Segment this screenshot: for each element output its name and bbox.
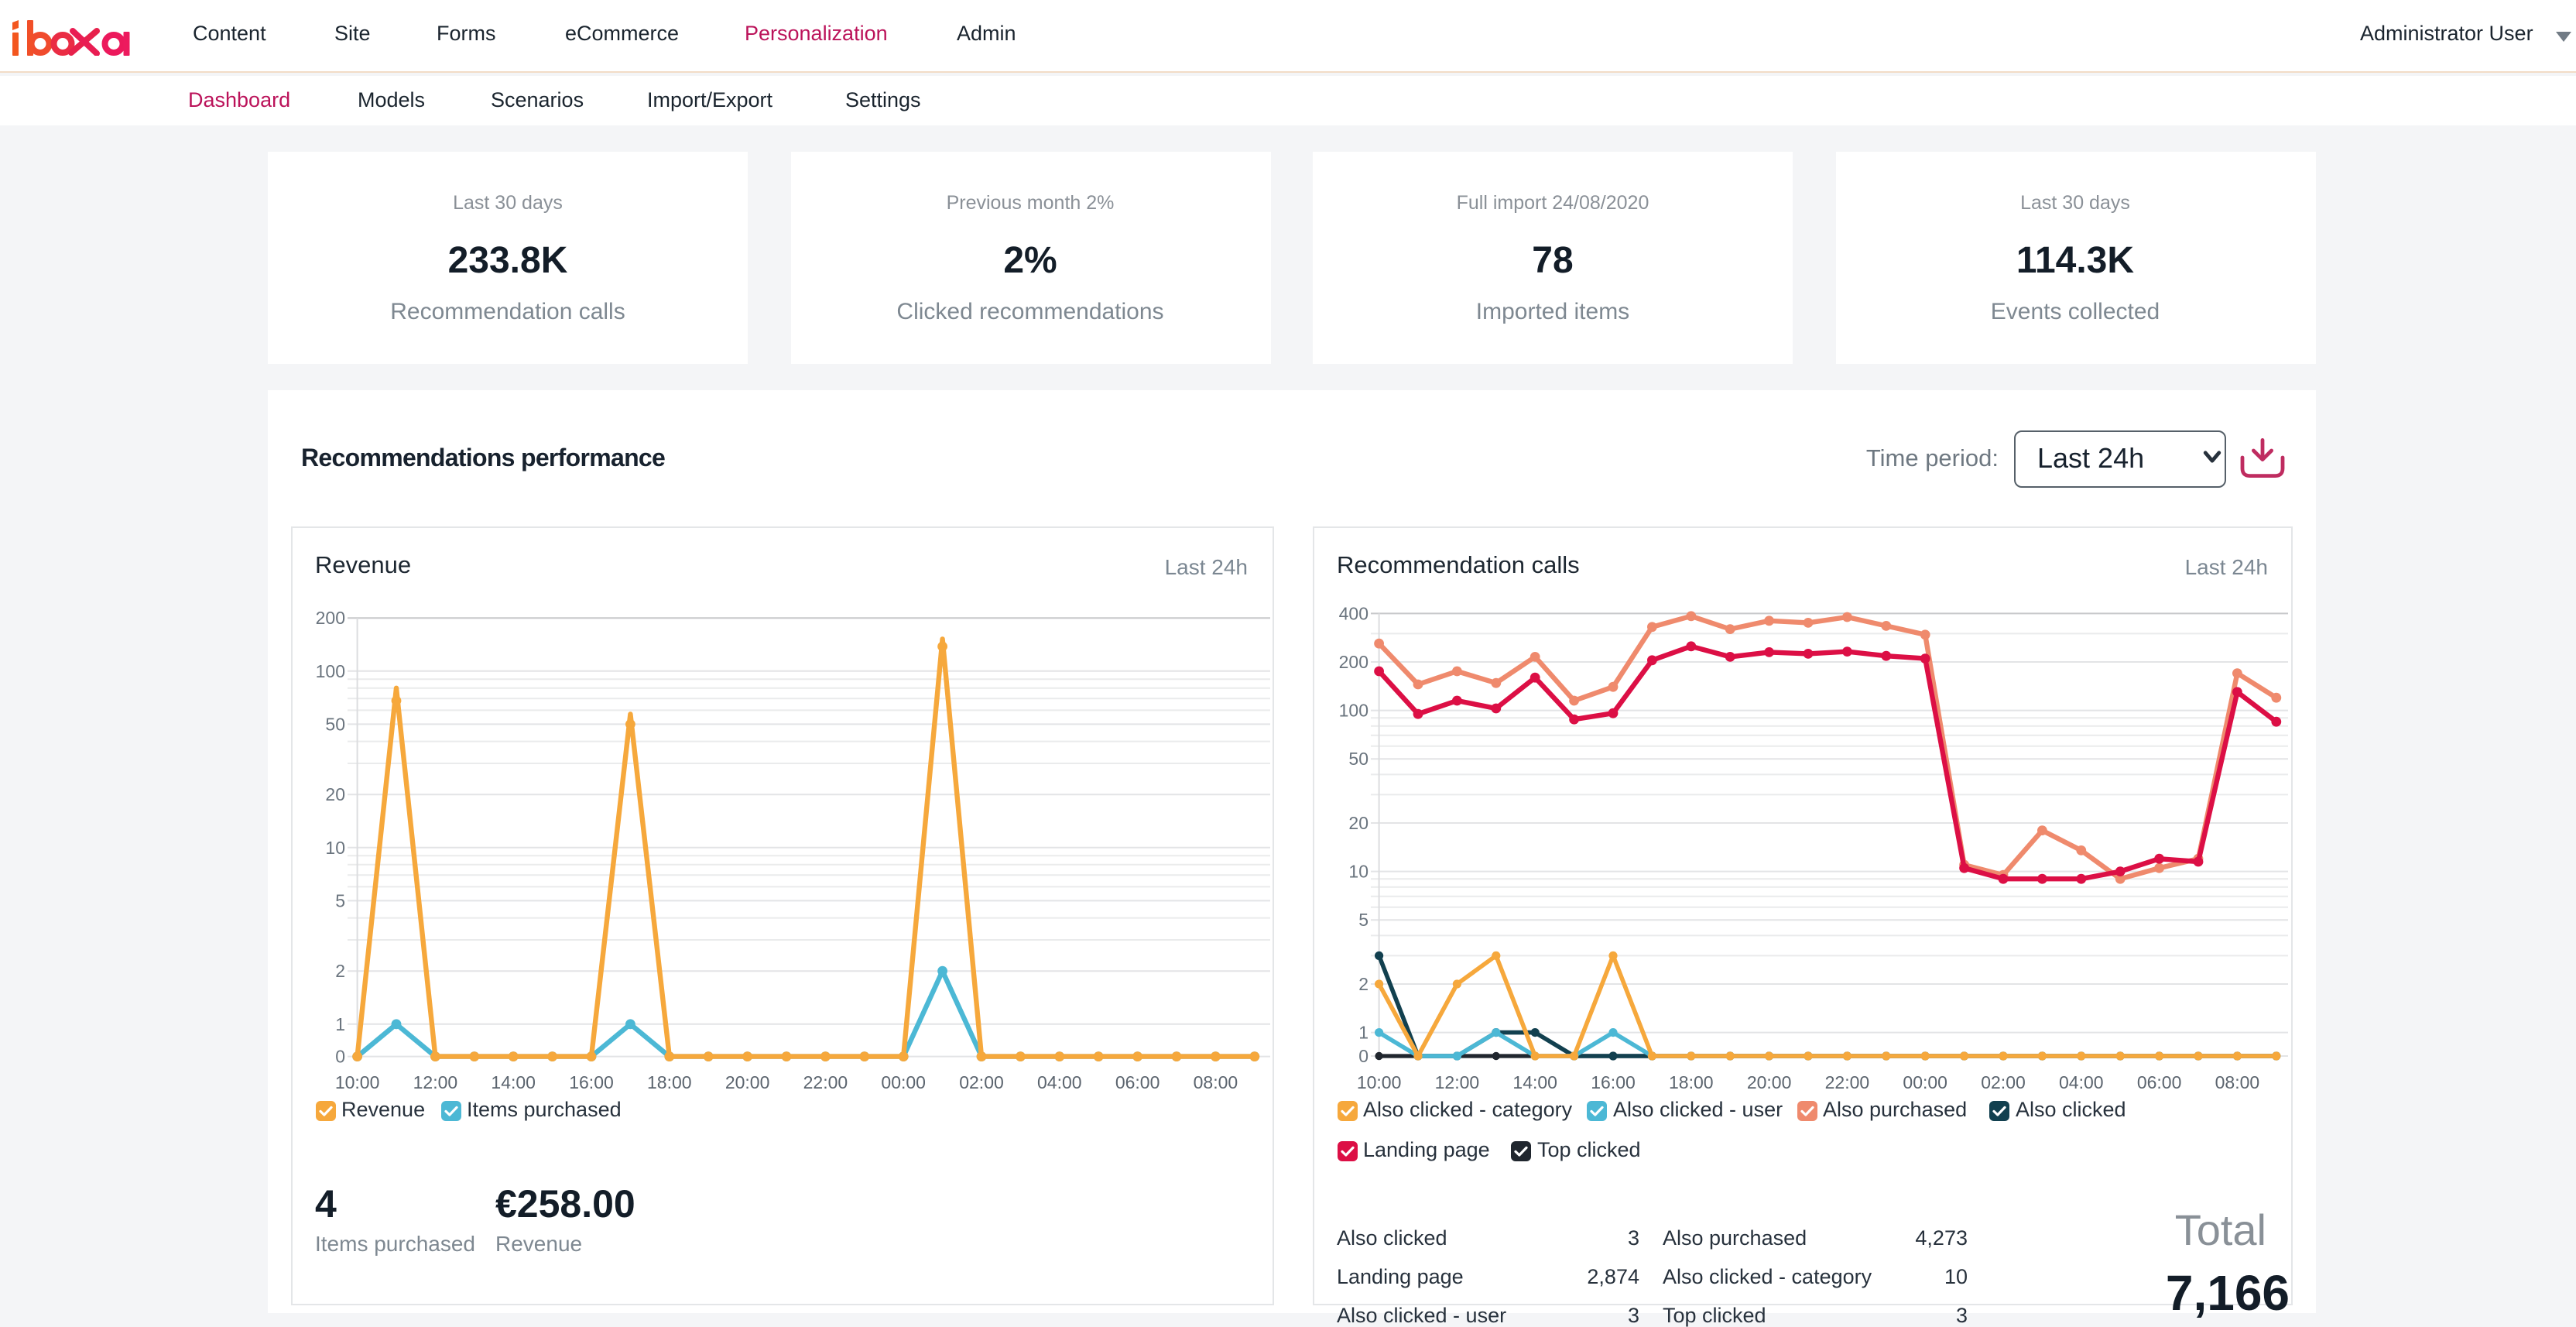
svg-text:12:00: 12:00 [413,1072,458,1092]
svg-text:200: 200 [316,608,345,628]
svg-text:10:00: 10:00 [1357,1072,1402,1092]
svg-text:04:00: 04:00 [2059,1072,2104,1092]
svg-text:06:00: 06:00 [2137,1072,2182,1092]
svg-text:02:00: 02:00 [1981,1072,2026,1092]
svg-text:00:00: 00:00 [881,1072,926,1092]
svg-text:10: 10 [1348,862,1368,882]
svg-text:0: 0 [1358,1046,1368,1066]
svg-text:50: 50 [325,714,345,734]
svg-text:1: 1 [1358,1023,1368,1043]
svg-text:14:00: 14:00 [1512,1072,1557,1092]
svg-text:0: 0 [335,1047,345,1067]
svg-text:10:00: 10:00 [335,1072,380,1092]
svg-text:100: 100 [1339,701,1368,721]
svg-text:16:00: 16:00 [569,1072,614,1092]
svg-text:5: 5 [335,890,345,910]
svg-text:20:00: 20:00 [725,1072,770,1092]
svg-text:1: 1 [335,1014,345,1034]
svg-text:12:00: 12:00 [1435,1072,1480,1092]
svg-text:2: 2 [335,961,345,981]
svg-text:06:00: 06:00 [1115,1072,1160,1092]
svg-text:200: 200 [1339,652,1368,672]
svg-text:20: 20 [325,784,345,804]
svg-text:14:00: 14:00 [491,1072,536,1092]
svg-text:5: 5 [1358,910,1368,930]
svg-text:20:00: 20:00 [1747,1072,1792,1092]
svg-text:22:00: 22:00 [803,1072,848,1092]
svg-text:02:00: 02:00 [959,1072,1004,1092]
svg-text:10: 10 [325,838,345,858]
svg-text:18:00: 18:00 [647,1072,692,1092]
svg-text:08:00: 08:00 [1194,1072,1238,1092]
svg-text:04:00: 04:00 [1037,1072,1082,1092]
svg-text:18:00: 18:00 [1669,1072,1714,1092]
svg-text:22:00: 22:00 [1825,1072,1870,1092]
svg-text:2: 2 [1358,974,1368,994]
svg-text:20: 20 [1348,813,1368,833]
svg-text:400: 400 [1339,603,1368,623]
svg-text:08:00: 08:00 [2215,1072,2260,1092]
svg-text:100: 100 [316,661,345,681]
svg-text:50: 50 [1348,749,1368,769]
svg-text:00:00: 00:00 [1903,1072,1947,1092]
svg-text:16:00: 16:00 [1591,1072,1636,1092]
